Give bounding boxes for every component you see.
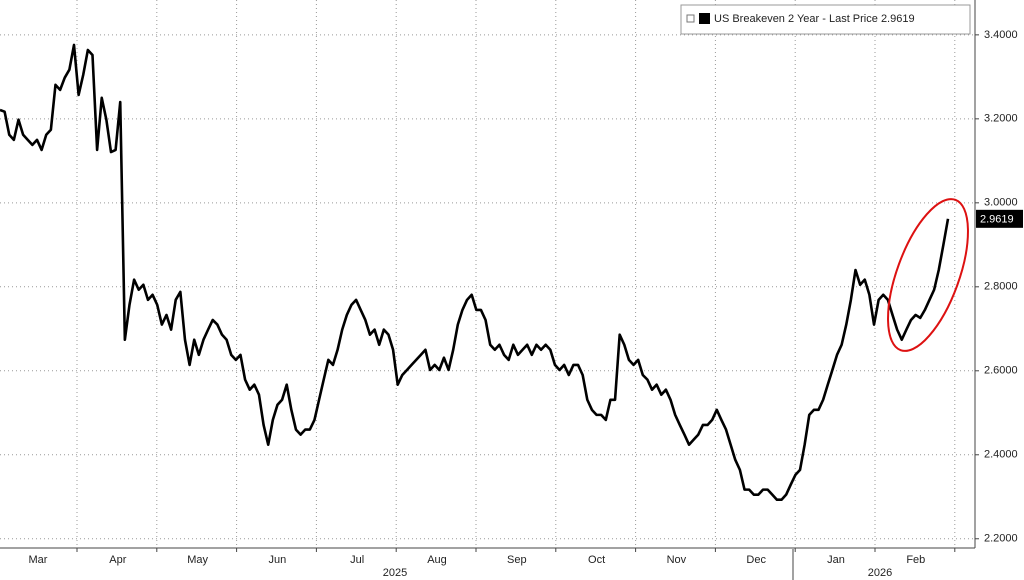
y-tick-label: 3.2000: [984, 113, 1018, 125]
y-tick-label: 2.4000: [984, 449, 1018, 461]
highlight-ellipse: [887, 198, 969, 352]
x-month-label: Jul: [350, 554, 364, 566]
legend-text: US Breakeven 2 Year - Last Price 2.9619: [714, 13, 915, 25]
x-month-label: Sep: [507, 554, 527, 566]
x-month-label: Apr: [109, 554, 126, 566]
x-month-label: Mar: [29, 554, 48, 566]
x-month-label: Feb: [906, 554, 925, 566]
legend-toggle: [686, 14, 695, 23]
last-price-box: [976, 209, 1023, 228]
legend-swatch: [699, 13, 710, 24]
legend-label: US Breakeven 2 Year - Last Price: [714, 13, 878, 25]
x-month-label: Jan: [827, 554, 845, 566]
x-month-label: Dec: [746, 554, 766, 566]
x-month-label: Nov: [667, 554, 687, 566]
y-tick-label: 2.2000: [984, 533, 1018, 545]
y-tick-label: 3.4000: [984, 29, 1018, 41]
x-month-label: Jun: [269, 554, 287, 566]
marks: [0, 43, 950, 502]
x-month-label: Oct: [588, 554, 605, 566]
x-year-label: 2025: [383, 567, 407, 579]
y-tick-label: 2.8000: [984, 281, 1018, 293]
x-month-label: May: [187, 554, 208, 566]
last-price-label: 2.9619: [980, 214, 1014, 226]
legend-last-value: 2.9619: [881, 13, 915, 25]
legend-box: [680, 4, 971, 35]
y-tick-label: 2.6000: [984, 365, 1018, 377]
grid: [0, 0, 975, 548]
series-line: [0, 43, 950, 502]
y-tick-label: 3.0000: [984, 197, 1018, 209]
legend: US Breakeven 2 Year - Last Price 2.9619: [680, 4, 971, 35]
x-month-label: Aug: [427, 554, 447, 566]
x-year-label: 2026: [868, 567, 892, 579]
